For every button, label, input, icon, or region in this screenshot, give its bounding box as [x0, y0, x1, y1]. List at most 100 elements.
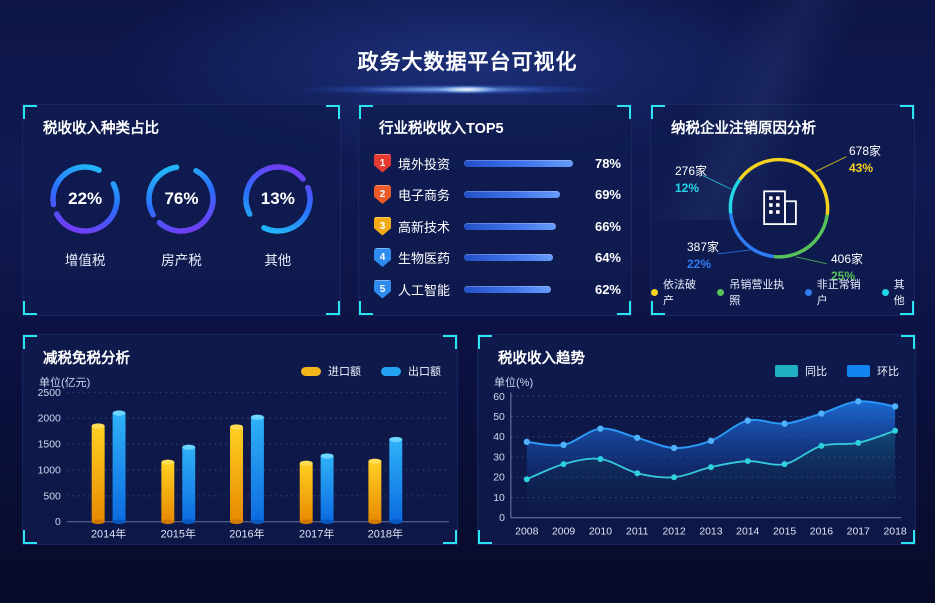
legend-dot	[651, 288, 658, 296]
data-point-marker	[744, 458, 751, 465]
rank-badge: 4	[374, 248, 391, 267]
ring-callout: 276家 12%	[675, 163, 707, 197]
data-point-marker	[560, 461, 567, 468]
donut-label: 增值税	[64, 253, 106, 268]
data-point-marker	[707, 437, 715, 445]
line-chart-legend: 同比 环比	[775, 363, 899, 379]
y-tick-label: 30	[493, 453, 505, 464]
percent-value: 62%	[594, 281, 621, 297]
ring-segment	[728, 157, 830, 259]
bar-cylinder	[368, 458, 382, 525]
rank-badge: 3	[374, 216, 391, 236]
legend-item[interactable]: 同比	[775, 363, 827, 379]
data-point-marker	[781, 461, 788, 468]
panel-revenue-trend: 税收收入趋势 单位(%) 同比 环比 0 10 20 30 40 50 60 2008 2009 2…	[477, 334, 916, 545]
donut-gauge: 22% 增值税	[37, 160, 133, 269]
legend-dot	[881, 288, 889, 296]
x-axis-label: 2015	[773, 527, 796, 538]
bar-cylinder	[161, 459, 175, 525]
ring-chart	[702, 156, 847, 265]
y-tick-label: 0	[499, 513, 505, 524]
light-flare-decor	[252, 85, 683, 94]
donut-value: 13%	[260, 189, 295, 208]
bar-fill	[464, 285, 551, 293]
donut-ring: 22%	[46, 160, 124, 238]
donut-ring: 13%	[239, 160, 317, 238]
data-point-marker	[597, 456, 604, 463]
bar-track	[464, 159, 573, 167]
legend-item[interactable]: 其他	[881, 276, 914, 308]
donut-ring: 76%	[142, 160, 220, 238]
donut-gauge: 13% 其他	[230, 160, 326, 269]
legend-item[interactable]: 依法破产	[651, 276, 704, 308]
data-point-marker	[523, 476, 530, 483]
data-point-marker	[560, 441, 567, 449]
bar-track	[464, 222, 573, 230]
percent-value: 78%	[594, 155, 621, 171]
data-point-marker	[634, 434, 641, 441]
bar-chart-legend: 进口额 出口额	[301, 363, 441, 379]
panel-title: 税收收入种类占比	[43, 121, 159, 137]
bar-track	[464, 285, 573, 293]
page-header: 政务大数据平台可视化	[0, 0, 935, 100]
legend-item[interactable]: 吊销营业执照	[717, 276, 791, 308]
callout-percent: 25%	[831, 269, 856, 283]
bar-track	[464, 191, 573, 198]
y-tick-label: 20	[493, 473, 505, 484]
callout-count: 406家	[831, 252, 864, 266]
panel-tax-type-share: 税收收入种类占比 22% 增值税 76% 房产税 13% 其他	[22, 104, 341, 316]
ring-legend: 依法破产 吊销营业执照 非正常销户 其他	[651, 276, 914, 308]
area-series-huanbi	[526, 401, 896, 480]
x-axis-label: 2011	[626, 527, 649, 538]
data-point-marker	[891, 403, 899, 410]
x-axis-label: 2009	[552, 527, 575, 538]
bar-fill	[464, 191, 561, 198]
bar-cylinder	[230, 424, 243, 525]
industry-label: 电子商务	[398, 188, 451, 203]
data-point-marker	[818, 442, 825, 449]
bar-fill	[464, 159, 573, 167]
y-tick-label: 10	[493, 493, 505, 504]
callout-percent: 22%	[687, 257, 712, 271]
callout-percent: 43%	[849, 161, 874, 175]
legend-item[interactable]: 进口额	[301, 363, 361, 379]
ring-segment	[728, 157, 830, 259]
data-point-marker	[634, 470, 641, 477]
x-axis-label: 2018年	[368, 527, 403, 541]
x-axis-label: 2016	[810, 527, 833, 538]
top5-row: 3 高新技术 66%	[374, 214, 621, 238]
legend-label: 非正常销户	[816, 279, 861, 307]
x-axis-label: 2013	[699, 527, 722, 538]
ring-callout: 678家 43%	[849, 143, 881, 177]
donut-gauge: 76% 房产税	[133, 160, 229, 269]
bar-cylinder	[112, 410, 126, 525]
legend-label: 环比	[877, 366, 899, 378]
data-point-marker	[597, 425, 604, 432]
top5-list: 1 境外投资 78% 2 电子商务 69% 3 高新技术 66% 4 生物医药 64% 5 人工智能 62%	[374, 151, 621, 301]
data-point-marker	[892, 427, 899, 434]
bar-cylinder	[320, 453, 334, 525]
bar-track	[464, 254, 573, 261]
panel-tax-reduction: 减税免税分析 单位(亿元) 进口额 出口额 0 500 1000 1500 2000 250…	[22, 334, 458, 545]
rank-badge: 5	[374, 279, 391, 299]
y-tick-label: 0	[55, 517, 61, 528]
legend-item[interactable]: 环比	[847, 363, 899, 379]
legend-item[interactable]: 非正常销户	[804, 276, 869, 308]
industry-label: 人工智能	[398, 282, 451, 298]
bar-cylinder	[250, 414, 264, 525]
x-axis-label: 2018	[883, 527, 906, 538]
bar-cylinder	[299, 460, 313, 525]
legend-label: 同比	[805, 366, 827, 378]
data-point-marker	[781, 420, 788, 427]
legend-label: 依法破产	[663, 279, 696, 307]
y-tick-label: 60	[493, 392, 505, 403]
ring-callout: 406家 25%	[831, 251, 863, 285]
industry-label: 高新技术	[398, 219, 451, 235]
data-point-marker	[707, 464, 714, 471]
legend-label: 吊销营业执照	[729, 279, 785, 307]
data-point-marker	[523, 438, 530, 446]
x-axis-label: 2017	[847, 527, 870, 538]
panel-title: 纳税企业注销原因分析	[671, 121, 816, 137]
legend-item[interactable]: 出口额	[381, 363, 441, 379]
callout-count: 678家	[849, 144, 882, 158]
